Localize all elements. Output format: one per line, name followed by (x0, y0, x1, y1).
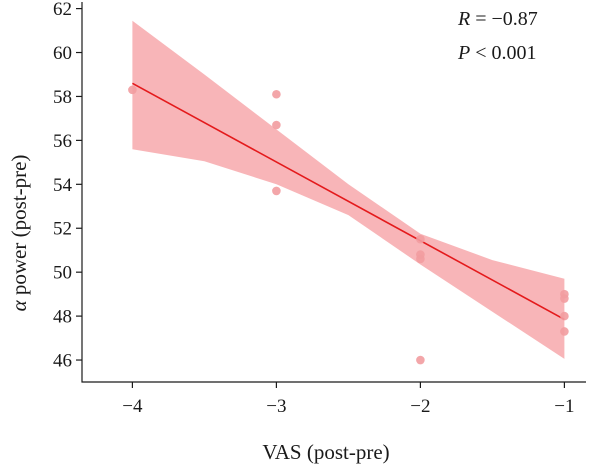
data-point (560, 327, 569, 336)
y-tick-label: 56 (53, 131, 72, 152)
p-value: < 0.001 (470, 42, 536, 64)
data-point (560, 294, 569, 303)
p-value-annotation: P < 0.001 (457, 42, 537, 64)
data-point (416, 254, 425, 264)
y-axis-title-symbol: α (7, 299, 31, 311)
confidence-band (132, 20, 565, 359)
y-tick-label: 46 (53, 351, 72, 372)
y-tick-label: 52 (53, 219, 72, 240)
r-value: = −0.87 (470, 8, 538, 30)
confidence-band-layer (132, 20, 565, 359)
y-tick-label: 54 (53, 175, 73, 196)
x-tick-label: −3 (266, 396, 286, 417)
y-tick-label: 50 (53, 263, 72, 284)
regression-line (132, 82, 565, 321)
axes-layer: 46 48 50 52 54 56 58 60 62 −4 −3 −2 −1 (53, 0, 586, 417)
data-point (128, 85, 137, 95)
p-symbol: P (457, 42, 470, 64)
regression-line-layer (132, 82, 565, 321)
scatter-points-layer (128, 85, 569, 365)
correlation-annotation: R = −0.87 (457, 8, 538, 30)
y-tick-label: 62 (53, 0, 72, 20)
y-axis-title: α power (post-pre) (7, 155, 31, 312)
x-tick-label: −1 (554, 396, 574, 417)
data-point (560, 311, 569, 321)
x-tick-label: −2 (410, 396, 430, 417)
y-axis-title-text: power (post-pre) (7, 155, 31, 301)
y-tick-label: 58 (53, 87, 72, 108)
data-point (416, 234, 425, 244)
data-point (416, 355, 425, 365)
data-point (272, 120, 281, 130)
data-point (272, 186, 281, 196)
y-tick-label: 48 (53, 307, 72, 328)
r-symbol: R (457, 8, 470, 30)
y-tick-label: 60 (53, 43, 72, 64)
data-point (272, 89, 281, 99)
x-tick-label: −4 (122, 396, 143, 417)
x-axis-title: VAS (post-pre) (262, 440, 389, 464)
